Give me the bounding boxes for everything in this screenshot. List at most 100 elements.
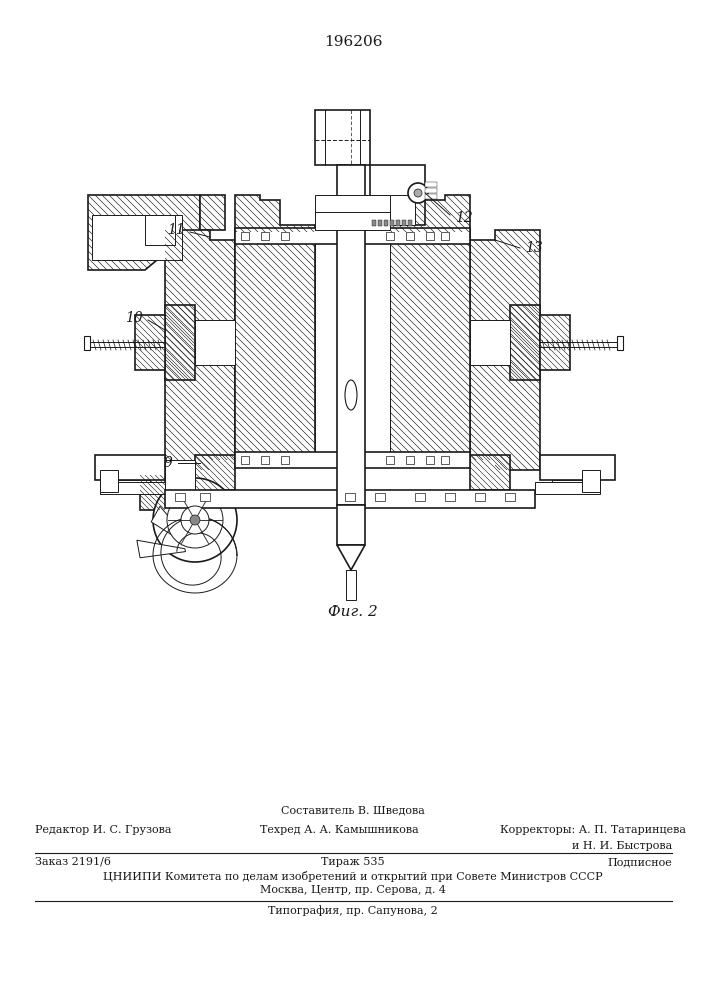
Polygon shape — [195, 455, 235, 490]
Bar — [195, 320, 235, 365]
Polygon shape — [510, 305, 540, 380]
Text: Корректоры: А. П. Татаринцева: Корректоры: А. П. Татаринцева — [500, 825, 686, 835]
Bar — [92, 215, 182, 260]
Bar — [370, 165, 425, 225]
Polygon shape — [235, 230, 315, 455]
Bar — [470, 320, 510, 365]
Bar — [330, 195, 372, 230]
Bar — [540, 455, 615, 480]
Bar — [441, 456, 449, 464]
Bar — [200, 493, 210, 501]
Circle shape — [190, 515, 200, 525]
Bar — [396, 220, 400, 226]
Bar — [110, 480, 150, 490]
Bar — [426, 456, 434, 464]
Polygon shape — [470, 230, 540, 470]
Polygon shape — [182, 495, 199, 545]
Bar — [100, 482, 165, 494]
Circle shape — [167, 492, 223, 548]
Polygon shape — [151, 506, 191, 546]
Polygon shape — [145, 215, 175, 245]
Bar — [346, 570, 356, 600]
Bar — [406, 232, 414, 240]
Polygon shape — [540, 315, 570, 370]
Bar — [406, 456, 414, 464]
Bar — [261, 456, 269, 464]
Text: Москва, Центр, пр. Серова, д. 4: Москва, Центр, пр. Серова, д. 4 — [260, 885, 446, 895]
Polygon shape — [235, 195, 315, 232]
Bar — [384, 220, 388, 226]
Polygon shape — [135, 315, 165, 370]
Bar — [84, 336, 90, 350]
Bar — [582, 470, 600, 492]
Bar — [372, 220, 376, 226]
Ellipse shape — [345, 380, 357, 410]
Polygon shape — [470, 455, 510, 490]
Bar — [235, 452, 470, 468]
Text: 9: 9 — [163, 456, 172, 470]
Bar — [445, 493, 455, 501]
Bar — [281, 232, 289, 240]
Bar — [165, 490, 535, 508]
Bar — [425, 182, 437, 187]
Bar — [426, 232, 434, 240]
Bar — [402, 220, 406, 226]
Bar — [441, 232, 449, 240]
Bar — [415, 493, 425, 501]
Bar — [175, 493, 185, 501]
Polygon shape — [337, 545, 365, 570]
Polygon shape — [140, 475, 165, 510]
Circle shape — [414, 189, 422, 197]
Polygon shape — [470, 230, 540, 470]
Text: Фиг. 2: Фиг. 2 — [328, 605, 378, 619]
Bar — [241, 232, 249, 240]
Bar — [315, 110, 370, 165]
Polygon shape — [200, 195, 225, 230]
Bar — [165, 460, 195, 490]
Text: 10: 10 — [125, 311, 143, 325]
Bar — [475, 493, 485, 501]
Bar — [315, 230, 390, 455]
Bar — [375, 493, 385, 501]
Polygon shape — [510, 305, 540, 380]
Polygon shape — [165, 305, 195, 380]
Bar — [425, 194, 437, 199]
Circle shape — [408, 183, 428, 203]
Bar — [390, 220, 394, 226]
Polygon shape — [137, 540, 186, 558]
Text: и Н. И. Быстрова: и Н. И. Быстрова — [572, 841, 672, 851]
Polygon shape — [235, 195, 315, 232]
Text: Составитель В. Шведова: Составитель В. Шведова — [281, 805, 425, 815]
Polygon shape — [195, 455, 235, 490]
Text: Тираж 535: Тираж 535 — [321, 857, 385, 867]
Bar — [505, 493, 515, 501]
Bar — [617, 336, 623, 350]
Bar — [337, 505, 365, 545]
Bar — [241, 456, 249, 464]
Text: 11: 11 — [168, 223, 185, 237]
Text: 196206: 196206 — [324, 35, 382, 49]
Text: Заказ 2191/6: Заказ 2191/6 — [35, 857, 111, 867]
Bar — [425, 188, 437, 193]
Polygon shape — [540, 315, 570, 370]
Polygon shape — [140, 475, 165, 510]
Bar — [315, 195, 390, 230]
Polygon shape — [390, 230, 470, 455]
Polygon shape — [165, 230, 235, 470]
Bar — [345, 493, 355, 501]
Bar — [386, 456, 394, 464]
Polygon shape — [235, 230, 315, 455]
Polygon shape — [390, 195, 470, 232]
Bar — [337, 165, 365, 505]
Bar — [378, 220, 382, 226]
Polygon shape — [200, 195, 225, 230]
Polygon shape — [390, 195, 470, 232]
Bar — [552, 480, 592, 490]
Polygon shape — [165, 230, 235, 470]
Polygon shape — [390, 230, 470, 455]
Bar — [408, 220, 412, 226]
Text: Техред А. А. Камышникова: Техред А. А. Камышникова — [260, 825, 419, 835]
Polygon shape — [470, 455, 510, 490]
Bar — [535, 482, 600, 494]
Polygon shape — [165, 305, 195, 380]
